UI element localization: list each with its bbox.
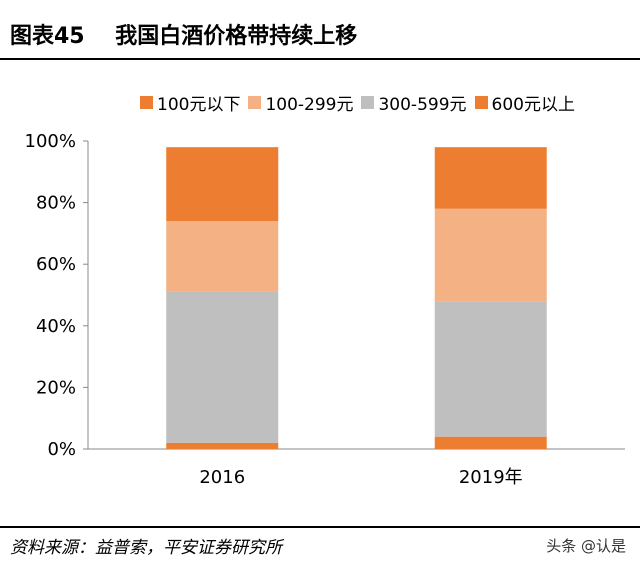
legend-label: 300-599元 [378,94,467,115]
legend-item: 100元以下 [140,90,240,115]
bar-segment [166,147,279,222]
legend-item: 100-299元 [248,90,353,115]
y-tick-label: 60% [36,254,76,275]
watermark: 头条 @认是 [546,537,626,555]
bar-segment [434,208,547,302]
bar-segment [434,436,547,449]
footer-divider [0,526,640,528]
stacked-bar-chart: 0% 20% 40% 60% 80% 100% 2016 2019年 [25,131,625,488]
bar-segment [166,442,279,449]
figure-title: 图表45 我国白酒价格带持续上移 [10,18,357,50]
legend-swatch [248,95,262,109]
legend-item: 600元以上 [474,90,575,115]
legend-label: 100元以下 [157,94,241,115]
figure-header: 图表45 我国白酒价格带持续上移 [0,0,640,60]
legend-swatch [140,95,153,109]
y-tick-label: 40% [36,316,76,337]
legend-swatch [474,95,488,109]
header-divider [0,58,640,60]
x-tick-label: 2019年 [459,467,523,488]
x-tick-label: 2016 [199,467,245,488]
source-note: 资料来源：益普索，平安证券研究所 [10,538,282,558]
y-tick-label: 100% [25,131,76,152]
bar-segment [434,301,547,437]
bar-segment [434,147,547,209]
chart-legend: 100元以下 100-299元 300-599元 600元以上 [140,88,575,116]
figure-label: 图表45 [10,24,85,49]
legend-swatch [361,95,375,109]
bar-segment [166,221,279,292]
y-tick-label: 80% [36,193,76,214]
legend-item: 300-599元 [361,90,467,115]
legend-label: 100-299元 [265,94,354,115]
bar-segment [166,291,279,443]
figure-title-text: 我国白酒价格带持续上移 [115,24,358,49]
legend-label: 600元以上 [491,94,575,115]
y-tick-label: 0% [47,439,76,460]
y-tick-label: 20% [36,377,76,398]
